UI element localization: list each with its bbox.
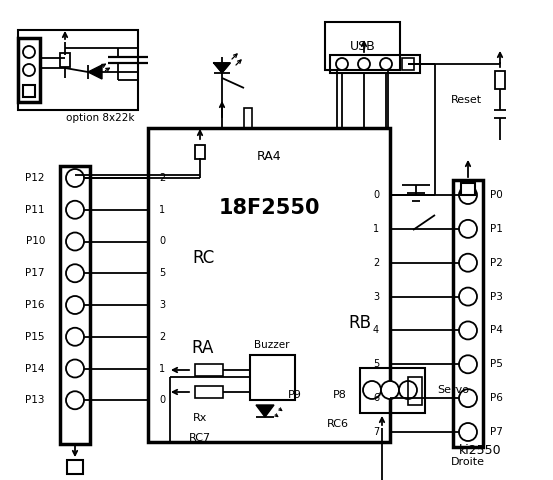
Text: Reset: Reset <box>451 95 482 105</box>
Circle shape <box>66 360 84 377</box>
Text: P15: P15 <box>25 332 45 342</box>
Text: RB: RB <box>348 314 372 332</box>
Bar <box>495 71 505 89</box>
Text: RC6: RC6 <box>327 419 349 429</box>
Circle shape <box>399 381 417 399</box>
Text: 6: 6 <box>373 393 379 403</box>
Text: 2: 2 <box>373 258 379 268</box>
Circle shape <box>66 201 84 219</box>
Text: 0: 0 <box>373 190 379 200</box>
Bar <box>148 128 390 442</box>
Text: 2: 2 <box>159 332 165 342</box>
Text: 5: 5 <box>373 360 379 369</box>
Circle shape <box>459 423 477 441</box>
Polygon shape <box>256 405 274 417</box>
Bar <box>330 55 420 73</box>
Text: 2: 2 <box>159 173 165 183</box>
Text: 3: 3 <box>373 291 379 301</box>
Bar <box>195 386 223 398</box>
Text: RA: RA <box>192 339 214 357</box>
Text: P6: P6 <box>490 393 503 403</box>
Bar <box>461 183 475 195</box>
Bar <box>325 22 400 70</box>
Text: ki2550: ki2550 <box>458 444 502 456</box>
Circle shape <box>459 186 477 204</box>
Text: Buzzer: Buzzer <box>254 340 290 350</box>
Polygon shape <box>88 65 102 79</box>
Text: P9: P9 <box>288 390 302 400</box>
Text: P16: P16 <box>25 300 45 310</box>
Text: RC: RC <box>192 249 214 267</box>
Text: P3: P3 <box>490 291 503 301</box>
Text: P10: P10 <box>25 237 45 247</box>
Bar <box>60 53 70 67</box>
Text: 1: 1 <box>373 224 379 234</box>
Bar <box>360 368 425 413</box>
Circle shape <box>66 328 84 346</box>
Circle shape <box>459 322 477 339</box>
Circle shape <box>66 264 84 282</box>
Bar <box>23 85 35 97</box>
Text: 1: 1 <box>159 363 165 373</box>
Bar <box>408 377 422 405</box>
Circle shape <box>358 58 370 70</box>
Circle shape <box>23 64 35 76</box>
Text: 7: 7 <box>373 427 379 437</box>
Text: 1: 1 <box>159 205 165 215</box>
Text: P8: P8 <box>333 390 347 400</box>
Text: option 8x22k: option 8x22k <box>66 113 134 123</box>
Bar <box>453 180 483 447</box>
Circle shape <box>66 169 84 187</box>
Circle shape <box>381 381 399 399</box>
Circle shape <box>66 296 84 314</box>
Text: P13: P13 <box>25 395 45 405</box>
Text: USB: USB <box>349 39 375 52</box>
Text: 0: 0 <box>159 237 165 247</box>
Text: Droite: Droite <box>451 457 485 467</box>
Bar <box>195 145 205 159</box>
Text: 5: 5 <box>159 268 165 278</box>
Text: P4: P4 <box>490 325 503 336</box>
Text: Servo: Servo <box>437 385 469 395</box>
Text: P5: P5 <box>490 360 503 369</box>
Circle shape <box>336 58 348 70</box>
Circle shape <box>363 381 381 399</box>
Circle shape <box>197 172 203 178</box>
Circle shape <box>66 232 84 251</box>
Circle shape <box>459 389 477 407</box>
Bar <box>250 355 295 400</box>
Text: 18F2550: 18F2550 <box>218 198 320 218</box>
Text: RA4: RA4 <box>257 149 281 163</box>
Text: 3: 3 <box>159 300 165 310</box>
Text: 0: 0 <box>159 395 165 405</box>
Circle shape <box>459 355 477 373</box>
Circle shape <box>66 391 84 409</box>
Bar <box>244 108 252 128</box>
Text: P12: P12 <box>25 173 45 183</box>
Text: P17: P17 <box>25 268 45 278</box>
Circle shape <box>459 288 477 306</box>
Polygon shape <box>214 63 230 72</box>
Bar <box>67 460 83 474</box>
Text: P14: P14 <box>25 363 45 373</box>
Bar <box>18 38 40 102</box>
Circle shape <box>459 220 477 238</box>
Bar <box>195 364 223 376</box>
Text: Rx: Rx <box>193 413 207 423</box>
Text: P11: P11 <box>25 205 45 215</box>
Circle shape <box>380 58 392 70</box>
Text: RC7: RC7 <box>189 433 211 443</box>
Text: P1: P1 <box>490 224 503 234</box>
Bar <box>402 58 414 70</box>
Text: 4: 4 <box>373 325 379 336</box>
Circle shape <box>459 254 477 272</box>
Text: P7: P7 <box>490 427 503 437</box>
Bar <box>18 30 138 110</box>
Circle shape <box>23 46 35 58</box>
Bar <box>60 166 90 444</box>
Text: P0: P0 <box>490 190 503 200</box>
Text: P2: P2 <box>490 258 503 268</box>
